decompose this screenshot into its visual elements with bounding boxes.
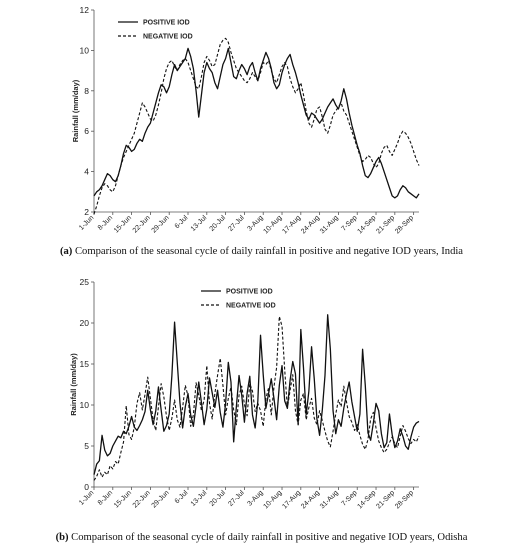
x-tick-label: 31-Aug <box>319 214 340 235</box>
x-tick-label: 20-Jul <box>209 489 228 508</box>
x-tick-label: 13-Jul <box>190 214 209 233</box>
x-tick-label: 6-Jul <box>174 214 190 230</box>
x-tick-label: 8-Jun <box>97 489 114 506</box>
x-tick-label: 24-Aug <box>300 214 321 235</box>
y-tick-label: 0 <box>84 482 89 492</box>
y-tick-label: 2 <box>84 207 89 217</box>
chart-caption-odisha: (b) Comparison of the seasonal cycle of … <box>0 532 523 543</box>
y-tick-label: 5 <box>84 441 89 451</box>
x-tick-label: 29-Jun <box>151 214 171 234</box>
x-tick-label: 1-Jun <box>78 489 95 506</box>
x-tick-label: 6-Jul <box>174 489 190 505</box>
y-axis-label: Rainfall (mm/day) <box>69 353 78 416</box>
x-tick-label: 14-Sep <box>357 214 378 235</box>
legend-label: POSITIVE IOD <box>226 289 273 296</box>
x-tick-label: 22-Jun <box>132 489 152 509</box>
x-tick-label: 10-Aug <box>263 214 284 235</box>
x-tick-label: 31-Aug <box>319 489 340 510</box>
x-tick-label: 24-Aug <box>300 489 321 510</box>
y-axis-label: Rainfall (mm/day) <box>71 79 80 142</box>
y-tick-label: 6 <box>84 126 89 136</box>
series-line-positive-iod <box>93 47 420 199</box>
caption-label: (a) <box>59 246 73 257</box>
y-tick-label: 8 <box>84 86 89 96</box>
x-tick-label: 28-Sep <box>394 489 415 510</box>
y-tick-label: 12 <box>80 5 90 15</box>
y-tick-label: 10 <box>80 400 90 410</box>
x-tick-label: 27-Jul <box>227 489 246 508</box>
x-tick-label: 14-Sep <box>357 489 378 510</box>
y-tick-label: 15 <box>80 359 90 369</box>
chart-panel-odisha: 0 5 10 15 20 25 Rainfall (mm/day) 1-Jun 8-Jun 15-… <box>0 262 523 550</box>
x-tick-label: 10-Aug <box>263 489 284 510</box>
series-line-positive-iod <box>93 314 420 475</box>
caption-label: (b) <box>55 532 69 543</box>
series-line-negative-iod <box>93 37 420 215</box>
x-tick-label: 21-Sep <box>375 489 396 510</box>
legend-label: NEGATIVE IOD <box>226 303 276 310</box>
x-tick-label: 17-Aug <box>281 214 302 235</box>
x-tick-label: 29-Jun <box>151 489 171 509</box>
x-tick-label: 17-Aug <box>281 489 302 510</box>
rainfall-chart-odisha: 0 5 10 15 20 25 Rainfall (mm/day) 1-Jun 8-Jun15-… <box>69 277 420 510</box>
y-tick-label: 4 <box>84 167 89 177</box>
x-tick-label: 20-Jul <box>209 214 228 233</box>
x-tick-label: 27-Jul <box>227 214 246 233</box>
caption-text: Comparison of the seasonal cycle of dail… <box>72 246 464 257</box>
x-tick-label: 8-Jun <box>97 214 114 231</box>
chart-panel-india: 2 4 6 8 10 12 Rainfall (mm/day) 1-Jun 8-Jun 15-Ju… <box>0 0 523 262</box>
x-tick-label: 15-Jun <box>113 489 133 509</box>
y-tick-label: 20 <box>80 318 90 328</box>
legend-label: POSITIVE IOD <box>143 20 190 27</box>
y-tick-label: 10 <box>80 45 90 55</box>
x-tick-label: 22-Jun <box>132 214 152 234</box>
x-tick-label: 1-Jun <box>78 214 95 231</box>
rainfall-chart-india: 2 4 6 8 10 12 Rainfall (mm/day) 1-Jun 8-Jun15-Ju… <box>71 5 420 235</box>
series-line-negative-iod <box>93 315 420 481</box>
x-tick-label: 21-Sep <box>375 214 396 235</box>
x-tick-label: 15-Jun <box>113 214 133 234</box>
y-tick-label: 25 <box>80 277 90 287</box>
legend-label: NEGATIVE IOD <box>143 34 193 41</box>
caption-text: Comparison of the seasonal cycle of dail… <box>68 532 468 543</box>
x-tick-label: 13-Jul <box>190 489 209 508</box>
x-tick-label: 28-Sep <box>394 214 415 235</box>
chart-caption-india: (a) Comparison of the seasonal cycle of … <box>0 246 523 257</box>
